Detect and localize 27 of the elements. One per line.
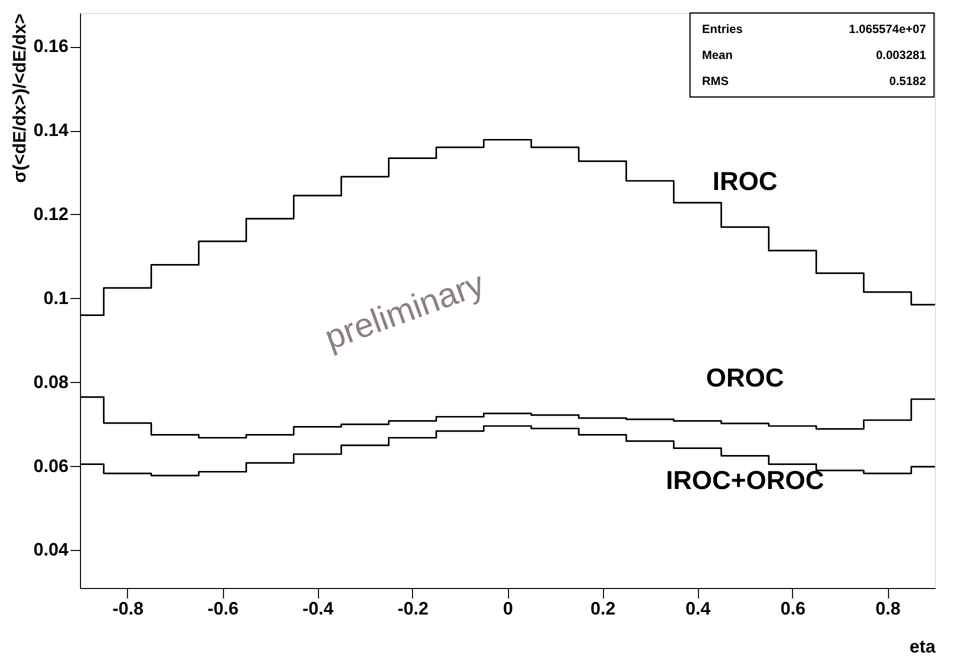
annotation: Mean	[702, 48, 733, 62]
x-tick-label: 0.8	[875, 598, 901, 618]
series-label: IROC	[712, 166, 778, 196]
x-tick-label: 0.2	[590, 598, 616, 618]
y-tick-label: 0.14	[33, 120, 68, 140]
x-tick-label: 0.6	[780, 598, 806, 618]
y-axis-title: σ(<dE/dx>)/<dE/dx>	[9, 14, 30, 183]
y-tick-label: 0.1	[43, 288, 68, 308]
annotation: RMS	[702, 74, 729, 88]
x-tick-label: 0.4	[685, 598, 711, 618]
x-axis-title: eta	[909, 636, 936, 656]
x-tick-label: 0	[502, 598, 514, 618]
y-tick-label: 0.04	[33, 540, 68, 560]
x-tick-label: -0.6	[207, 598, 239, 618]
y-tick-label: 0.08	[33, 372, 68, 392]
y-tick-label: 0.16	[33, 36, 68, 56]
y-tick-label: 0.06	[33, 456, 68, 476]
annotation: Entries	[702, 22, 744, 36]
series-label: OROC	[706, 362, 784, 392]
x-tick-label: -0.4	[302, 598, 334, 618]
annotation: 0.003281	[876, 48, 926, 62]
x-tick-label: -0.2	[397, 598, 429, 618]
annotation: 0.5182	[889, 74, 926, 88]
y-tick-label: 0.12	[33, 204, 68, 224]
series-label: IROC+OROC	[666, 464, 824, 495]
annotation: 1.065574e+07	[848, 22, 926, 36]
x-tick-label: -0.8	[112, 598, 144, 618]
